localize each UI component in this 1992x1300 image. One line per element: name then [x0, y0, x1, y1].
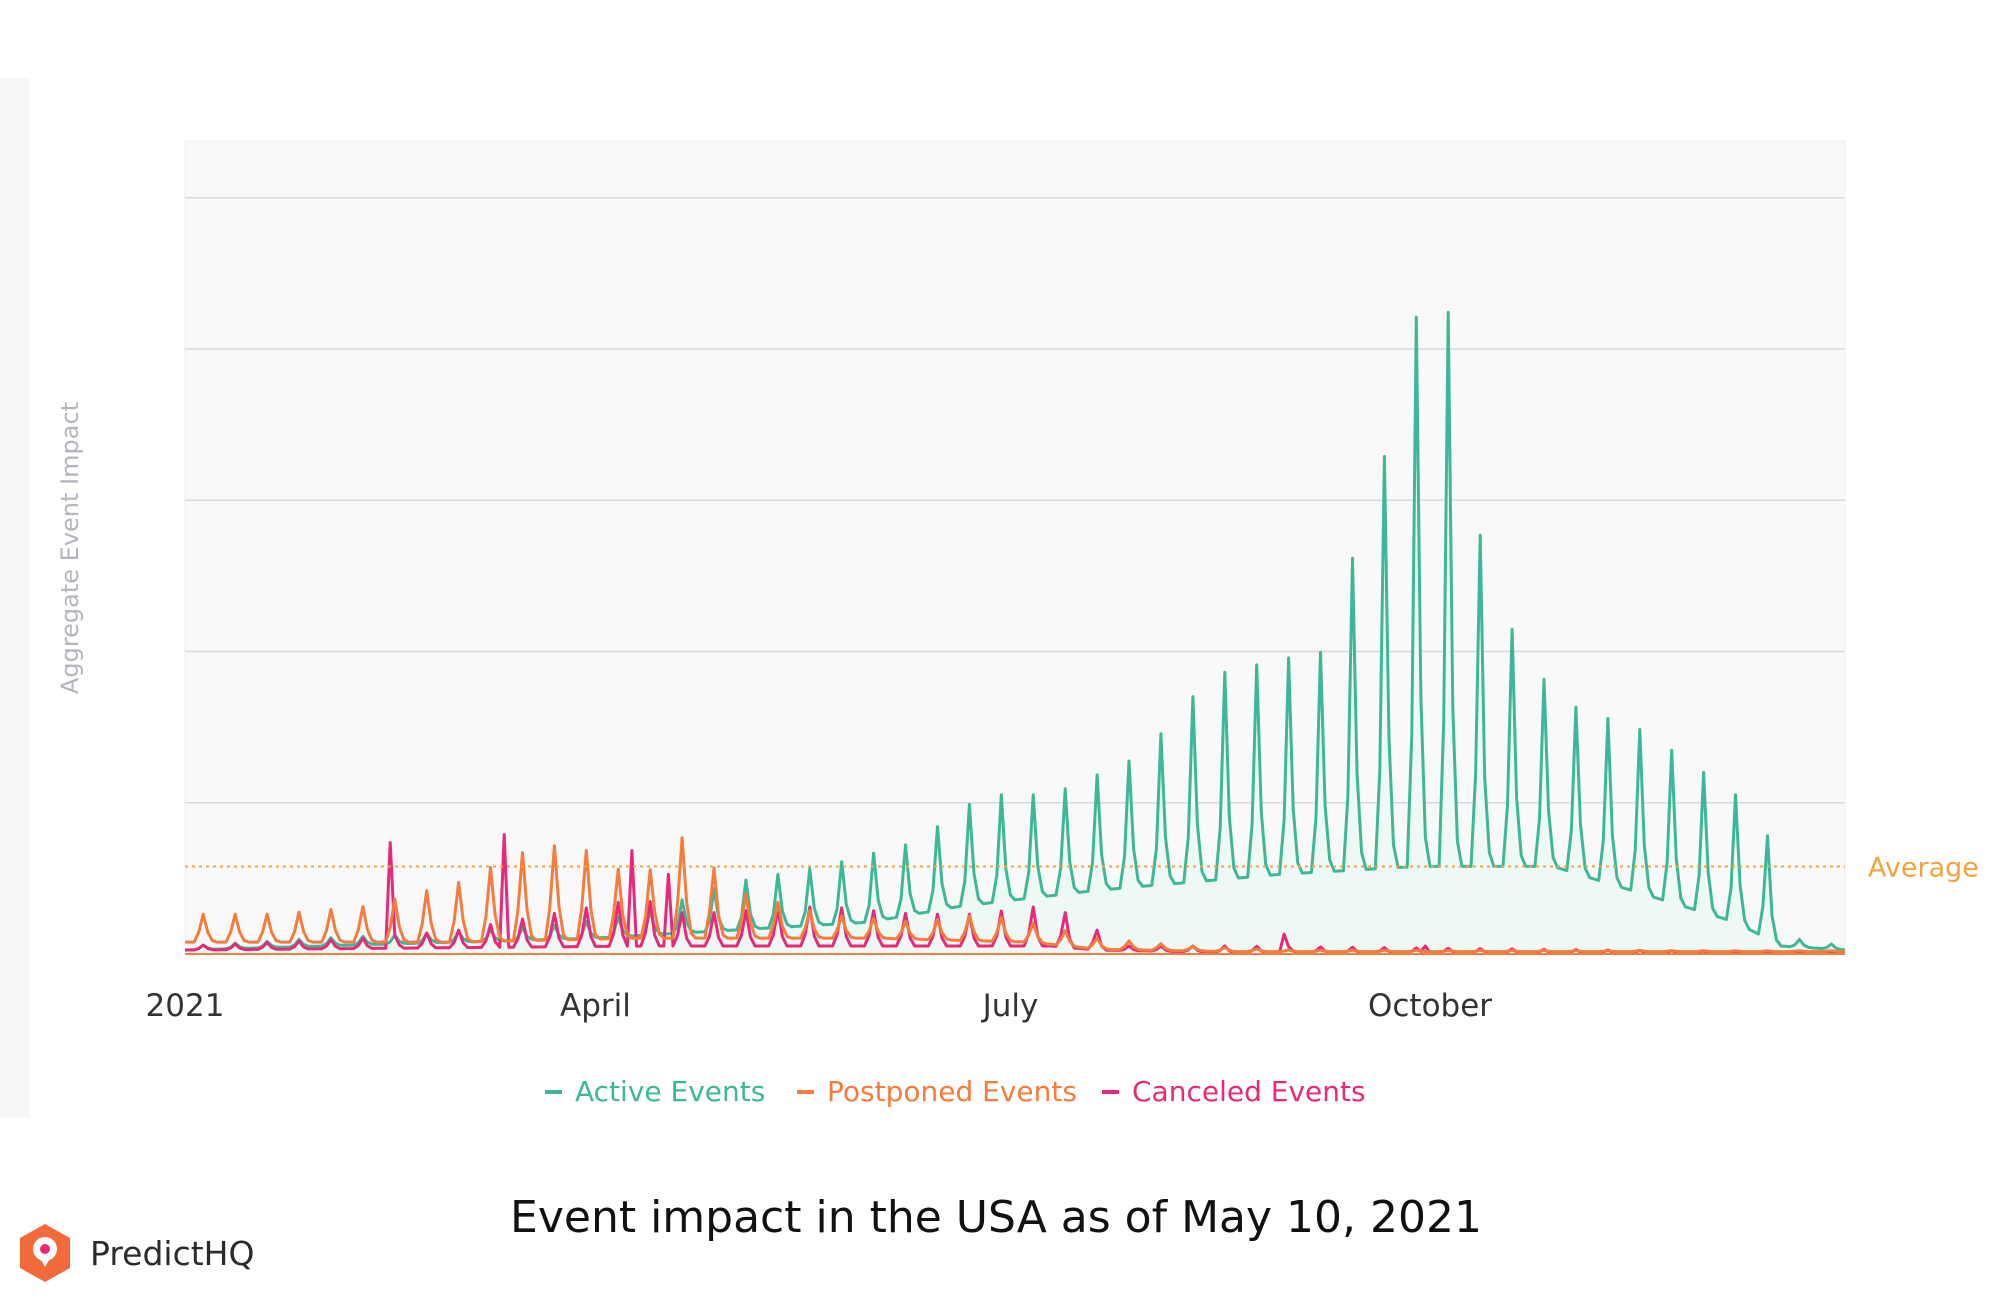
x-axis-ticks: 2021 April July October — [146, 988, 1493, 1024]
legend-label: Active Events — [575, 1075, 765, 1108]
legend-label: Postponed Events — [827, 1075, 1077, 1108]
legend: Active Events Postponed Events Canceled Ev… — [545, 1075, 1366, 1108]
brand-name: PredictHQ — [90, 1233, 255, 1273]
x-tick-label-july: July — [981, 988, 1039, 1024]
legend-label: Canceled Events — [1132, 1075, 1366, 1108]
average-line: Average — [185, 852, 1979, 883]
x-tick-label-october: October — [1368, 988, 1492, 1024]
legend-item-active-events[interactable]: Active Events — [545, 1075, 765, 1108]
brand: PredictHQ — [16, 1222, 254, 1284]
average-label: Average — [1868, 852, 1979, 883]
plot-area — [184, 140, 1846, 955]
chart-panel — [0, 78, 30, 1118]
x-tick-label-april: April — [560, 988, 631, 1024]
legend-item-postponed-events[interactable]: Postponed Events — [797, 1075, 1077, 1108]
y-axis-title: Aggregate Event Impact — [56, 402, 84, 694]
predicthq-logo-icon — [20, 1224, 70, 1282]
x-tick-label-2021: 2021 — [146, 988, 225, 1024]
series-lines — [184, 310, 1846, 955]
chart-caption: Event impact in the USA as of May 10, 20… — [510, 1192, 1482, 1243]
legend-item-canceled-events[interactable]: Canceled Events — [1102, 1075, 1366, 1108]
series-line-postponed-events — [185, 836, 1845, 954]
